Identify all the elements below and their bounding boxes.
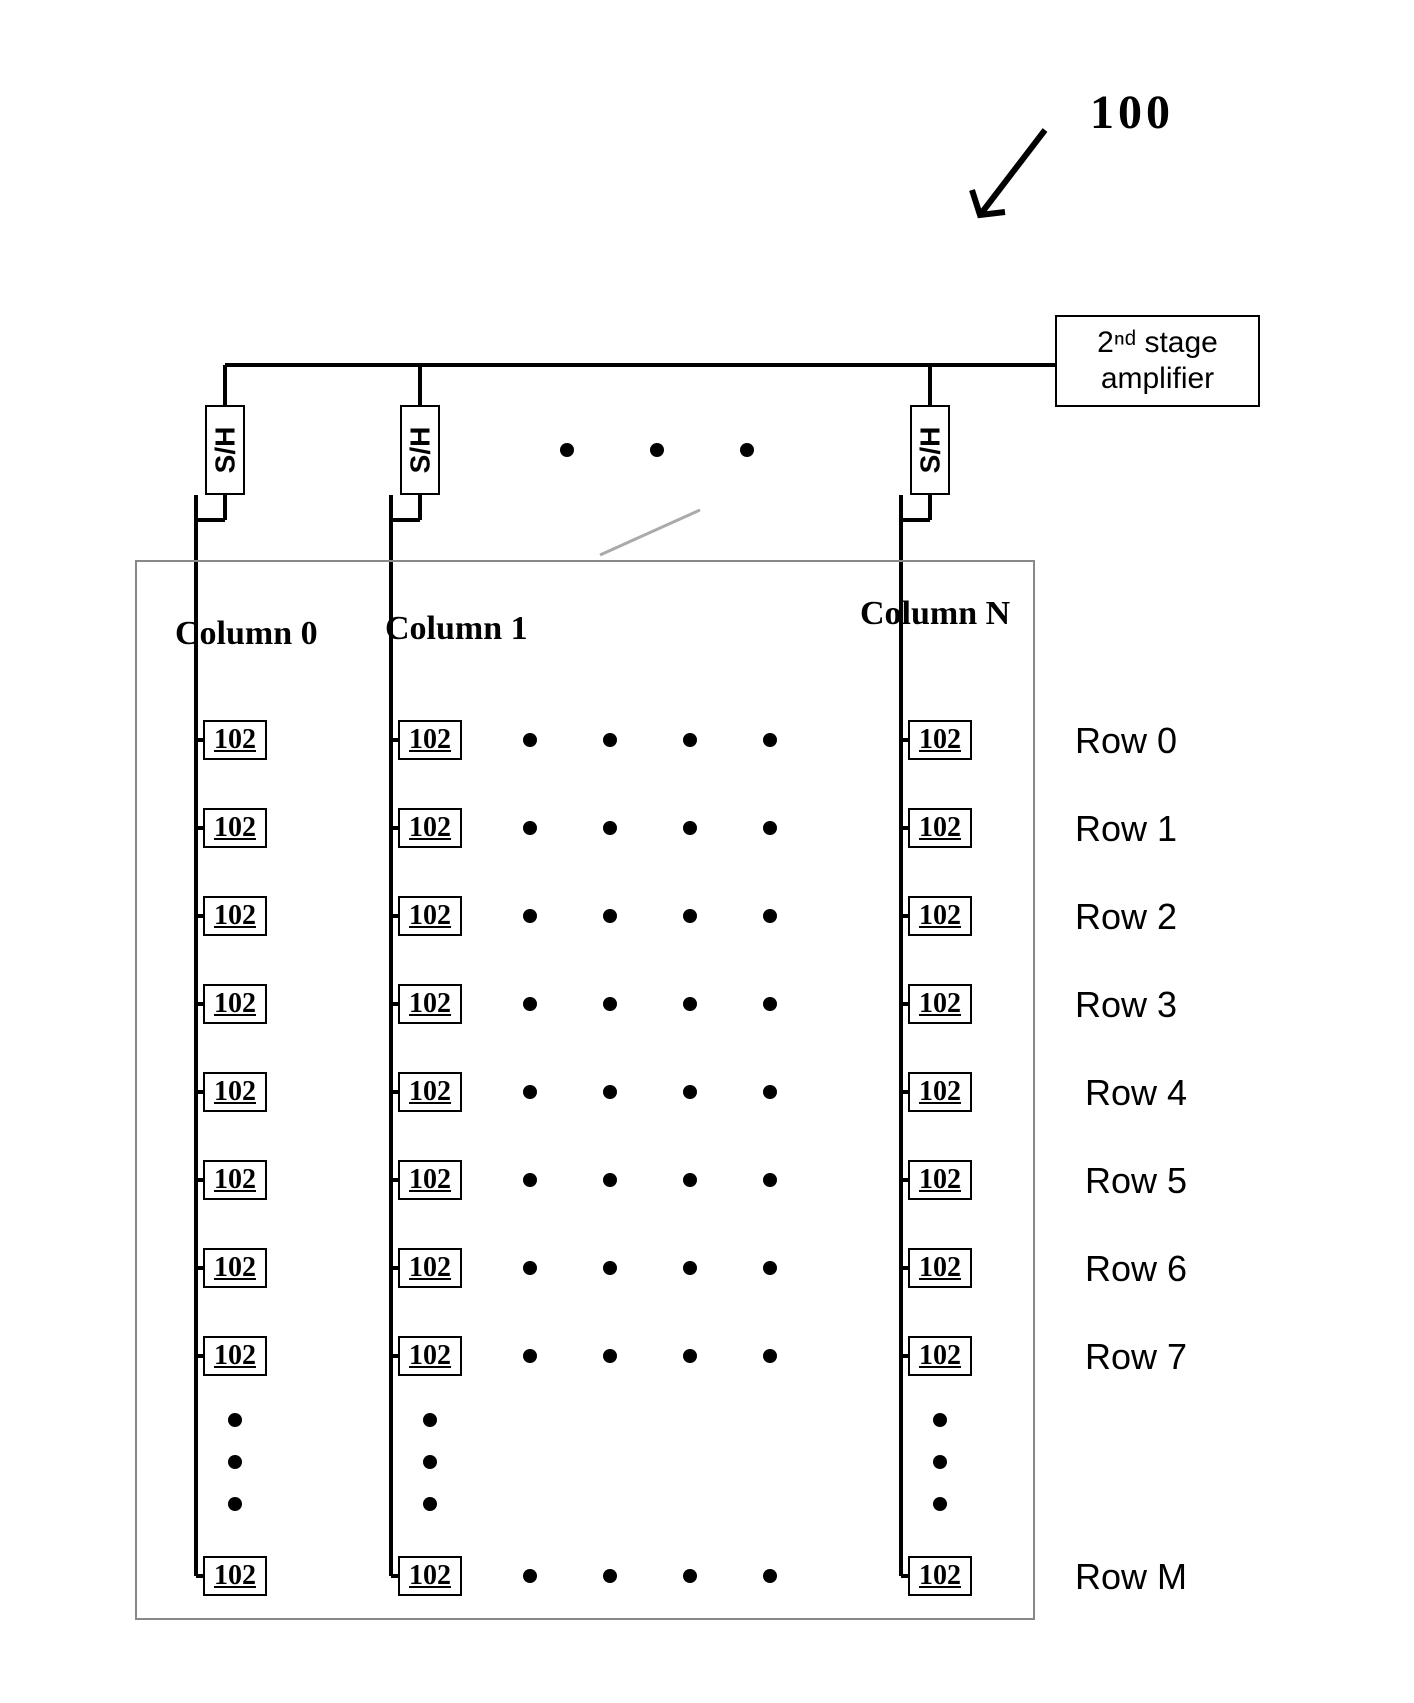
- pixel-cell: 102: [398, 1556, 462, 1596]
- ellipsis-dot: [683, 1173, 697, 1187]
- ellipsis-dot: [603, 1085, 617, 1099]
- row-label-0: Row 0: [1075, 720, 1177, 762]
- ellipsis-dot: [423, 1455, 437, 1469]
- ellipsis-dot: [523, 1085, 537, 1099]
- pixel-cell: 102: [398, 1160, 462, 1200]
- pixel-cell: 102: [203, 1160, 267, 1200]
- ellipsis-dot: [683, 997, 697, 1011]
- ellipsis-dot: [523, 909, 537, 923]
- ellipsis-dot: [763, 1261, 777, 1275]
- ellipsis-dot: [683, 1085, 697, 1099]
- pixel-cell: 102: [908, 896, 972, 936]
- pixel-cell: 102: [908, 984, 972, 1024]
- sh-box-col1: S/H: [400, 405, 440, 495]
- ellipsis-dot: [423, 1413, 437, 1427]
- sh-box-col0: S/H: [205, 405, 245, 495]
- ellipsis-dot: [650, 443, 664, 457]
- sh-label: S/H: [209, 427, 241, 474]
- ellipsis-dot: [603, 997, 617, 1011]
- diagram-root: 100: [0, 0, 1414, 1703]
- row-label-3: Row 3: [1075, 984, 1177, 1026]
- pixel-cell: 102: [203, 808, 267, 848]
- pixel-cell: 102: [398, 1072, 462, 1112]
- ellipsis-dot: [763, 1173, 777, 1187]
- row-label-6: Row 6: [1085, 1248, 1187, 1290]
- pixel-cell: 102: [908, 808, 972, 848]
- pixel-cell: 102: [908, 1248, 972, 1288]
- pixel-cell: 102: [203, 984, 267, 1024]
- row-label-2: Row 2: [1075, 896, 1177, 938]
- col-header-0: Column 0: [175, 615, 318, 653]
- ellipsis-dot: [763, 1085, 777, 1099]
- sh-box-colN: S/H: [910, 405, 950, 495]
- pixel-cell: 102: [908, 1160, 972, 1200]
- ellipsis-dot: [423, 1497, 437, 1511]
- amp-line1: 2ⁿᵈ stage: [1097, 326, 1218, 359]
- pixel-cell: 102: [398, 808, 462, 848]
- ellipsis-dot: [523, 1569, 537, 1583]
- ellipsis-dot: [683, 821, 697, 835]
- ellipsis-dot: [603, 909, 617, 923]
- ellipsis-dot: [763, 733, 777, 747]
- ellipsis-dot: [683, 733, 697, 747]
- row-label-1: Row 1: [1075, 808, 1177, 850]
- ellipsis-dot: [228, 1413, 242, 1427]
- ellipsis-dot: [603, 1569, 617, 1583]
- pixel-array-border: [135, 560, 1035, 1620]
- ellipsis-dot: [933, 1413, 947, 1427]
- amp-line2: amplifier: [1101, 362, 1214, 395]
- pixel-cell: 102: [908, 1072, 972, 1112]
- pixel-cell: 102: [203, 1072, 267, 1112]
- pixel-cell: 102: [398, 896, 462, 936]
- row-label-5: Row 5: [1085, 1160, 1187, 1202]
- reference-number: 100: [1090, 85, 1174, 140]
- row-label-4: Row 4: [1085, 1072, 1187, 1114]
- ellipsis-dot: [228, 1455, 242, 1469]
- row-label-7: Row 7: [1085, 1336, 1187, 1378]
- ellipsis-dot: [523, 1349, 537, 1363]
- col-header-N: Column N: [860, 595, 1010, 633]
- col-header-1: Column 1: [385, 610, 528, 648]
- row-label-M: Row M: [1075, 1556, 1187, 1598]
- ellipsis-dot: [763, 909, 777, 923]
- pixel-cell: 102: [203, 896, 267, 936]
- ellipsis-dot: [683, 1569, 697, 1583]
- ellipsis-dot: [763, 997, 777, 1011]
- ellipsis-dot: [683, 1261, 697, 1275]
- ellipsis-dot: [523, 1261, 537, 1275]
- ellipsis-dot: [603, 1173, 617, 1187]
- ellipsis-dot: [560, 443, 574, 457]
- pixel-cell: 102: [398, 720, 462, 760]
- ellipsis-dot: [763, 821, 777, 835]
- ellipsis-dot: [933, 1455, 947, 1469]
- pixel-cell: 102: [398, 1248, 462, 1288]
- ellipsis-dot: [740, 443, 754, 457]
- ellipsis-dot: [523, 1173, 537, 1187]
- ellipsis-dot: [523, 997, 537, 1011]
- ellipsis-dot: [523, 733, 537, 747]
- pixel-cell: 102: [203, 720, 267, 760]
- second-stage-amplifier-box: 2ⁿᵈ stage amplifier: [1055, 315, 1260, 407]
- ellipsis-dot: [603, 821, 617, 835]
- pixel-cell: 102: [203, 1556, 267, 1596]
- pixel-cell: 102: [908, 1556, 972, 1596]
- pixel-cell: 102: [908, 1336, 972, 1376]
- ellipsis-dot: [603, 733, 617, 747]
- pixel-cell: 102: [203, 1336, 267, 1376]
- ellipsis-dot: [523, 821, 537, 835]
- pixel-cell: 102: [203, 1248, 267, 1288]
- ellipsis-dot: [228, 1497, 242, 1511]
- ellipsis-dot: [683, 1349, 697, 1363]
- pixel-cell: 102: [398, 984, 462, 1024]
- ellipsis-dot: [933, 1497, 947, 1511]
- ellipsis-dot: [763, 1349, 777, 1363]
- ellipsis-dot: [603, 1349, 617, 1363]
- pixel-cell: 102: [908, 720, 972, 760]
- sh-label: S/H: [404, 427, 436, 474]
- pixel-cell: 102: [398, 1336, 462, 1376]
- ellipsis-dot: [683, 909, 697, 923]
- ellipsis-dot: [603, 1261, 617, 1275]
- sh-label: S/H: [914, 427, 946, 474]
- ellipsis-dot: [763, 1569, 777, 1583]
